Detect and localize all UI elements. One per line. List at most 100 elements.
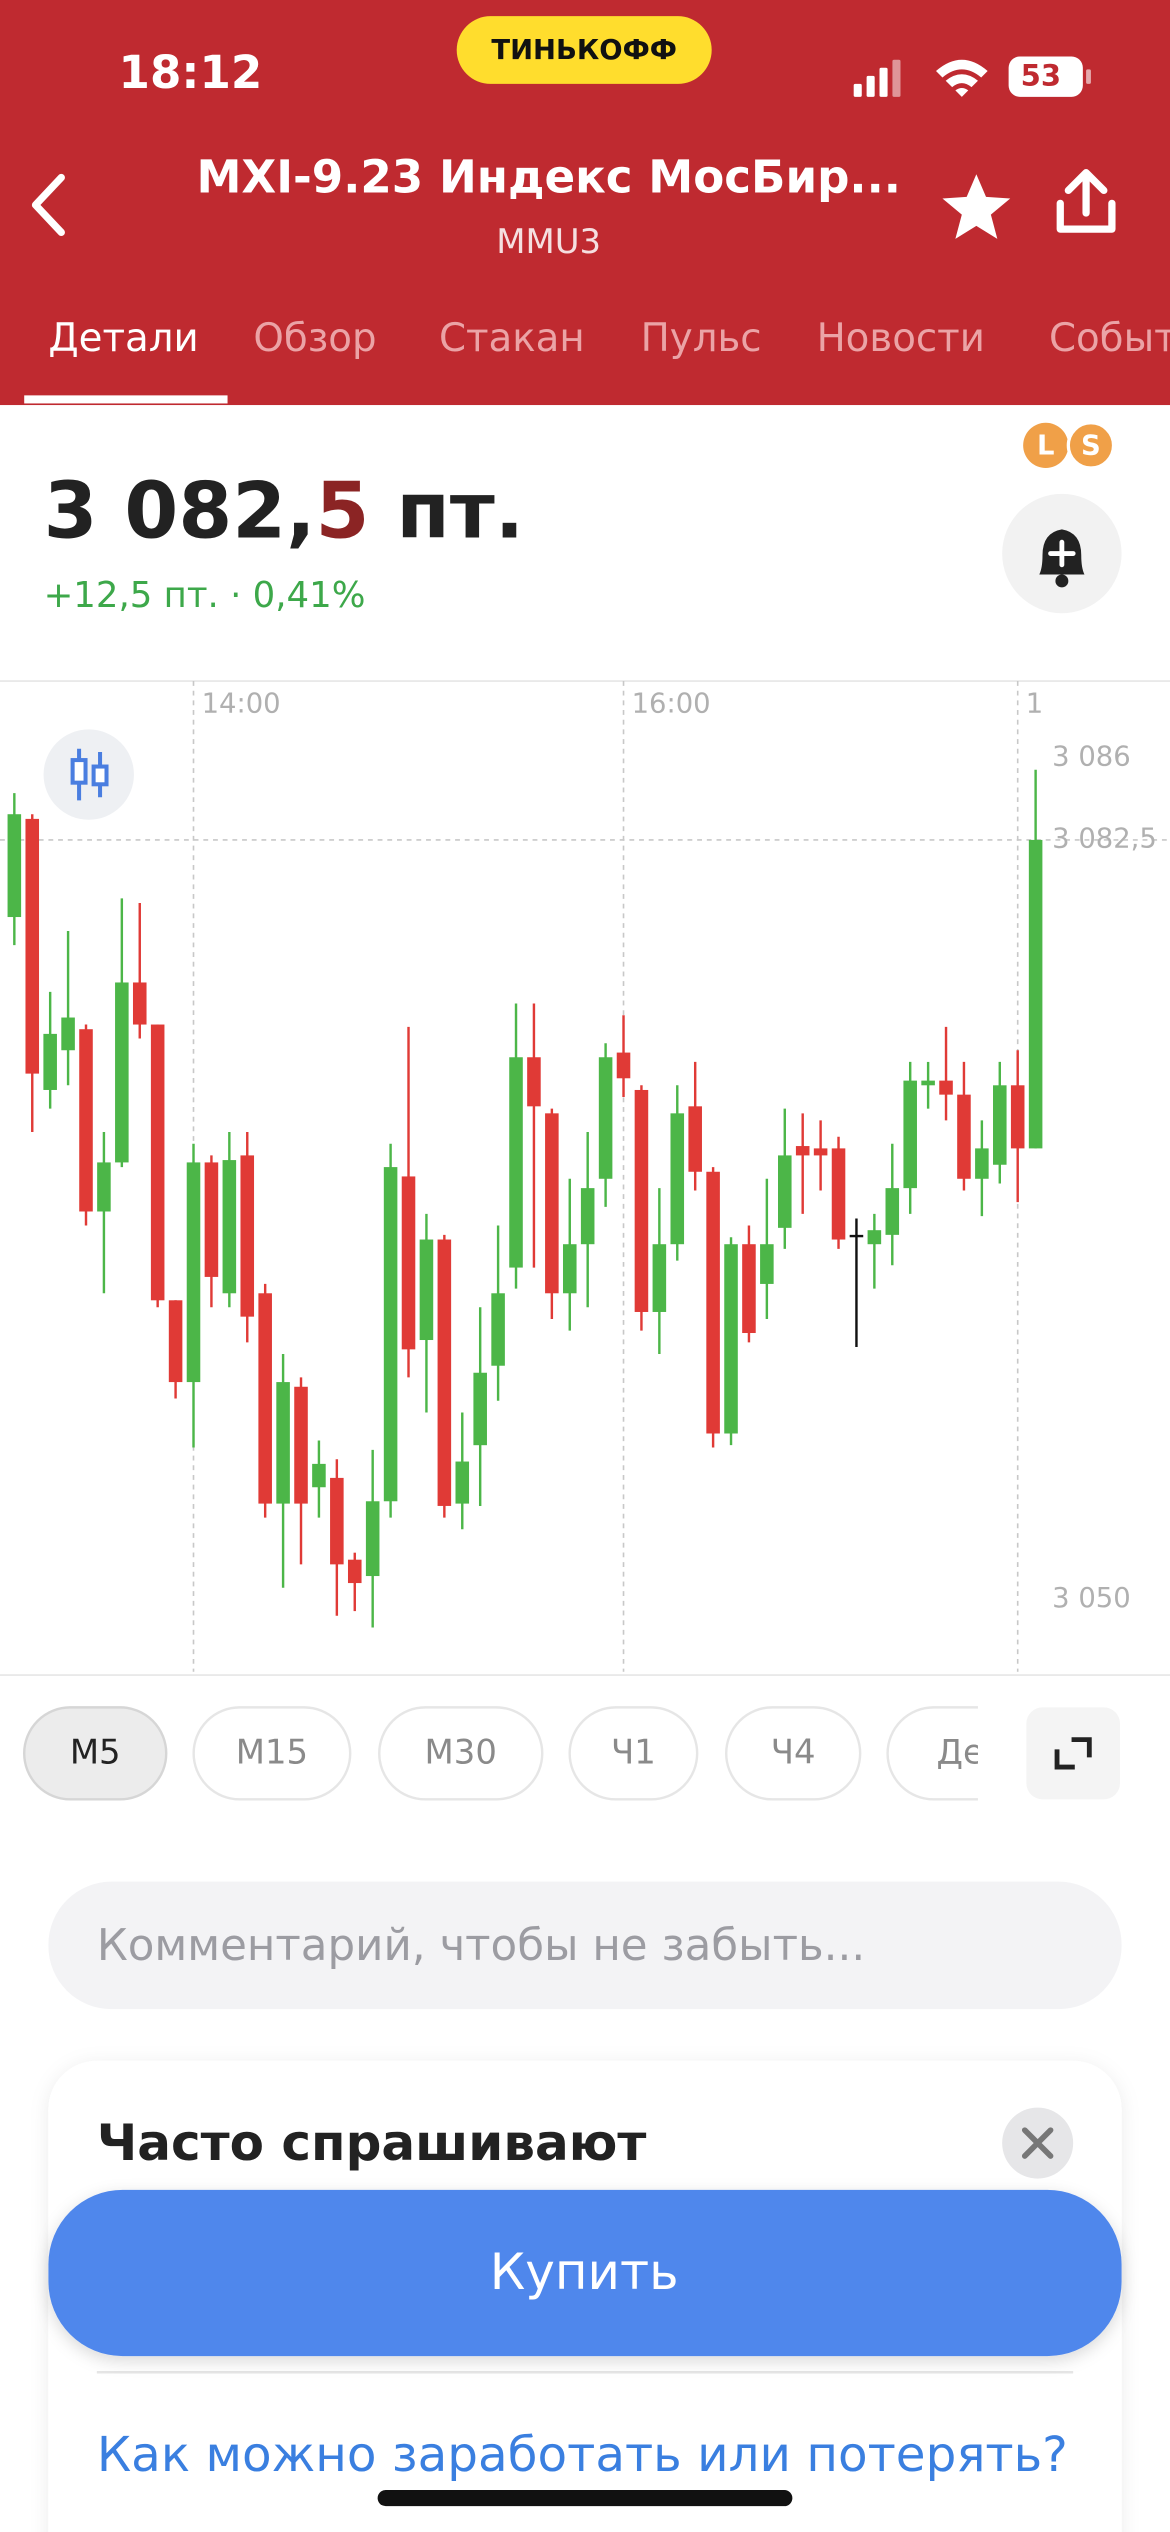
candle-body — [849, 1234, 864, 1238]
y-tick-label: 3 086 — [1052, 742, 1131, 773]
y-tick-label: 3 050 — [1052, 1583, 1131, 1614]
candle-body — [79, 1029, 93, 1212]
candle-body — [97, 1162, 111, 1212]
candle-body — [885, 1188, 900, 1235]
candle-body — [383, 1167, 398, 1502]
badge — [1023, 422, 1069, 468]
price-main: 3 082, — [44, 467, 316, 557]
candle-body — [921, 1080, 935, 1086]
comment-field[interactable] — [48, 1881, 1122, 2010]
candle-body — [43, 1033, 57, 1090]
candles-icon — [70, 748, 109, 801]
instrument-title: MXI-9.23 Индекс МосБир... — [196, 151, 900, 204]
candle-body — [634, 1089, 649, 1312]
candle-body — [724, 1244, 738, 1434]
favorite-button[interactable] — [942, 174, 1011, 239]
candle-body — [115, 982, 129, 1163]
faq-title: Часто спрашивают — [97, 2114, 647, 2172]
timeframe-button[interactable] — [568, 1706, 699, 1801]
tab[interactable]: Пульс — [641, 316, 762, 361]
candle-body — [365, 1501, 380, 1577]
tab[interactable]: Обзор — [253, 316, 376, 361]
price-unit: пт. — [369, 467, 524, 557]
candle-body — [455, 1461, 470, 1504]
timeframe-label: Де — [937, 1733, 984, 1772]
candle-body — [993, 1085, 1007, 1165]
candle-body — [61, 1017, 75, 1051]
x-tick-label: 16:00 — [632, 689, 711, 720]
candle-body — [419, 1239, 434, 1341]
candle-body — [975, 1148, 989, 1179]
comment-placeholder: Комментарий, чтобы не забыть... — [97, 1921, 865, 1971]
timeframe-label: Ч1 — [611, 1733, 656, 1772]
candle-body — [652, 1244, 667, 1312]
candle-body — [401, 1176, 416, 1350]
candle-body — [688, 1106, 702, 1172]
candle-body — [312, 1463, 326, 1488]
timeframe-button[interactable] — [724, 1706, 862, 1801]
candle-body — [25, 818, 40, 1074]
candle-body — [437, 1239, 452, 1506]
brand: ТИНЬКОФФ — [491, 35, 677, 66]
badge-label: L — [1037, 431, 1054, 462]
candle-body — [7, 814, 22, 918]
candle-body — [706, 1171, 720, 1434]
timeframe-label: M15 — [236, 1733, 308, 1772]
candle-body — [527, 1057, 541, 1107]
battery-level: 53 — [1021, 58, 1061, 92]
expand-button[interactable] — [1026, 1707, 1120, 1800]
candle-body — [670, 1113, 685, 1245]
tab[interactable]: Стакан — [439, 316, 585, 361]
buy-button-label: Купить — [490, 2243, 679, 2301]
timeframe-button[interactable] — [192, 1706, 352, 1801]
candle-body — [1028, 839, 1043, 1149]
candle-body — [831, 1148, 846, 1240]
faq-question[interactable]: Как можно заработать или потерять? — [97, 2427, 1068, 2483]
price-last-digit: 5 — [316, 467, 370, 557]
chart-type-button[interactable] — [43, 729, 134, 820]
price-change: +12,5 пт. · 0,41% — [44, 575, 366, 616]
tab[interactable]: Новости — [817, 316, 985, 361]
tab[interactable]: Детали — [48, 316, 198, 361]
y-tick-label: 3 082,5 — [1052, 823, 1157, 854]
tab-underline — [24, 395, 228, 404]
candle-body — [778, 1155, 792, 1228]
candle-body — [1010, 1085, 1025, 1149]
candle-body — [545, 1113, 559, 1294]
candle-body — [813, 1148, 828, 1156]
timeframes: M5 M15 M30 Ч1 Ч4 Де — [22, 1706, 1033, 1801]
candle-body — [330, 1477, 344, 1565]
timeframe-button[interactable] — [378, 1706, 544, 1801]
battery-cap — [1086, 69, 1091, 84]
back-button[interactable] — [31, 173, 65, 237]
candle-body — [491, 1293, 505, 1366]
candle-body — [150, 1024, 165, 1301]
tabs: Детали Обзор Стакан Пульс Новости Событ — [48, 316, 1170, 361]
badge — [1066, 421, 1116, 470]
candle-body — [132, 982, 147, 1025]
share-button[interactable] — [1056, 169, 1116, 233]
candle-body — [168, 1300, 183, 1383]
signal-icon — [853, 59, 901, 97]
timeframe-button[interactable] — [886, 1706, 1033, 1801]
buy-button[interactable] — [48, 2189, 1122, 2357]
bell-icon — [1039, 529, 1085, 588]
close-icon — [1021, 2127, 1054, 2159]
home-indicator — [377, 2490, 793, 2507]
x-tick-label: 14:00 — [202, 689, 281, 720]
candle-body — [258, 1293, 272, 1504]
tab[interactable]: Событ — [1049, 316, 1170, 361]
candle-body — [186, 1162, 201, 1383]
candle-body — [795, 1146, 810, 1156]
battery-icon — [1008, 56, 1083, 97]
candle-body — [240, 1155, 255, 1317]
expand-icon — [1054, 1737, 1092, 1770]
candle-body — [580, 1188, 595, 1245]
ticker: MMU3 — [496, 222, 601, 261]
timeframe-label: Ч4 — [771, 1733, 816, 1772]
timeframe-button[interactable] — [22, 1706, 168, 1801]
price: 3 082,5 пт. — [44, 467, 525, 557]
x-tick-label: 1 — [1026, 689, 1043, 720]
badge-label: S — [1081, 431, 1101, 462]
